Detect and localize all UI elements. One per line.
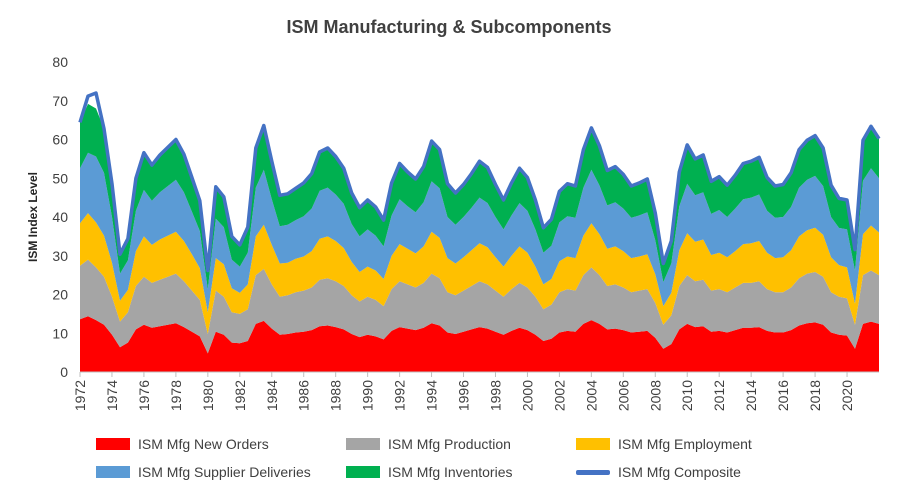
x-tick-label: 2002 <box>551 380 567 411</box>
stacked-areas <box>80 103 879 372</box>
legend-label: ISM Mfg Employment <box>618 436 752 452</box>
y-tick-label: 60 <box>52 132 68 148</box>
x-tick-label: 1988 <box>328 380 344 411</box>
x-tick-label: 1992 <box>392 380 408 411</box>
x-tick-label: 1994 <box>424 380 440 411</box>
y-tick-label: 10 <box>52 325 68 341</box>
x-tick-label: 1974 <box>104 380 120 411</box>
legend-label: ISM Mfg Composite <box>618 464 741 480</box>
y-tick-label: 20 <box>52 287 68 303</box>
legend-label: ISM Mfg New Orders <box>138 436 269 452</box>
area-series-4 <box>80 152 879 313</box>
legend-swatch <box>576 469 610 475</box>
x-tick-label: 2012 <box>711 380 727 411</box>
x-tick-label: 1996 <box>456 380 472 411</box>
x-tick-label: 2018 <box>807 380 823 411</box>
x-tick-label: 2010 <box>679 380 695 411</box>
legend-swatch <box>96 466 130 478</box>
x-tick-label: 2008 <box>647 380 663 411</box>
legend-item: ISM Mfg Employment <box>576 436 752 452</box>
y-tick-label: 50 <box>52 170 68 186</box>
legend-label: ISM Mfg Inventories <box>388 464 513 480</box>
x-tick-label: 1976 <box>136 380 152 411</box>
x-tick-label: 1984 <box>264 380 280 411</box>
x-tick-label: 2020 <box>839 380 855 411</box>
x-tick-label: 2000 <box>519 380 535 411</box>
composite-line <box>78 91 881 273</box>
x-axis-ticks: 1972 1974 1976 1978 1980 1982 1984 1986 1988 1990… <box>72 372 855 411</box>
y-tick-label: 30 <box>52 248 68 264</box>
x-tick-label: 2014 <box>743 380 759 411</box>
composite-line-layer <box>78 91 881 273</box>
x-tick-label: 1980 <box>200 380 216 411</box>
x-tick-label: 1972 <box>72 380 88 411</box>
x-tick-label: 2016 <box>775 380 791 411</box>
legend-swatch <box>96 438 130 450</box>
legend-swatch <box>346 438 380 450</box>
x-tick-label: 1986 <box>296 380 312 411</box>
x-tick-label: 2004 <box>583 380 599 411</box>
legend-label: ISM Mfg Supplier Deliveries <box>138 464 311 480</box>
x-tick-label: 1998 <box>487 380 503 411</box>
y-axis-title: ISM Index Level <box>26 172 40 262</box>
area-series-3 <box>80 213 879 334</box>
x-tick-label: 1990 <box>360 380 376 411</box>
area-series-1 <box>80 316 879 372</box>
legend-item: ISM Mfg Production <box>346 436 511 452</box>
legend-label: ISM Mfg Production <box>388 436 511 452</box>
y-tick-label: 0 <box>60 364 68 380</box>
legend-item: ISM Mfg Supplier Deliveries <box>96 464 311 480</box>
y-tick-label: 40 <box>52 209 68 225</box>
x-tick-label: 1978 <box>168 380 184 411</box>
y-tick-label: 70 <box>52 93 68 109</box>
legend-item: ISM Mfg New Orders <box>96 436 269 452</box>
y-tick-label: 80 <box>52 54 68 70</box>
legend-item: ISM Mfg Composite <box>576 464 741 480</box>
y-axis-ticks: 0 10 20 30 40 50 60 70 80 <box>52 54 68 380</box>
x-tick-label: 1982 <box>232 380 248 411</box>
legend-item: ISM Mfg Inventories <box>346 464 513 480</box>
chart-title: ISM Manufacturing & Subcomponents <box>286 17 611 37</box>
area-series-2 <box>80 259 879 354</box>
area-series-5 <box>80 103 879 290</box>
x-tick-label: 2006 <box>615 380 631 411</box>
legend-swatch <box>576 438 610 450</box>
legend-swatch <box>346 466 380 478</box>
